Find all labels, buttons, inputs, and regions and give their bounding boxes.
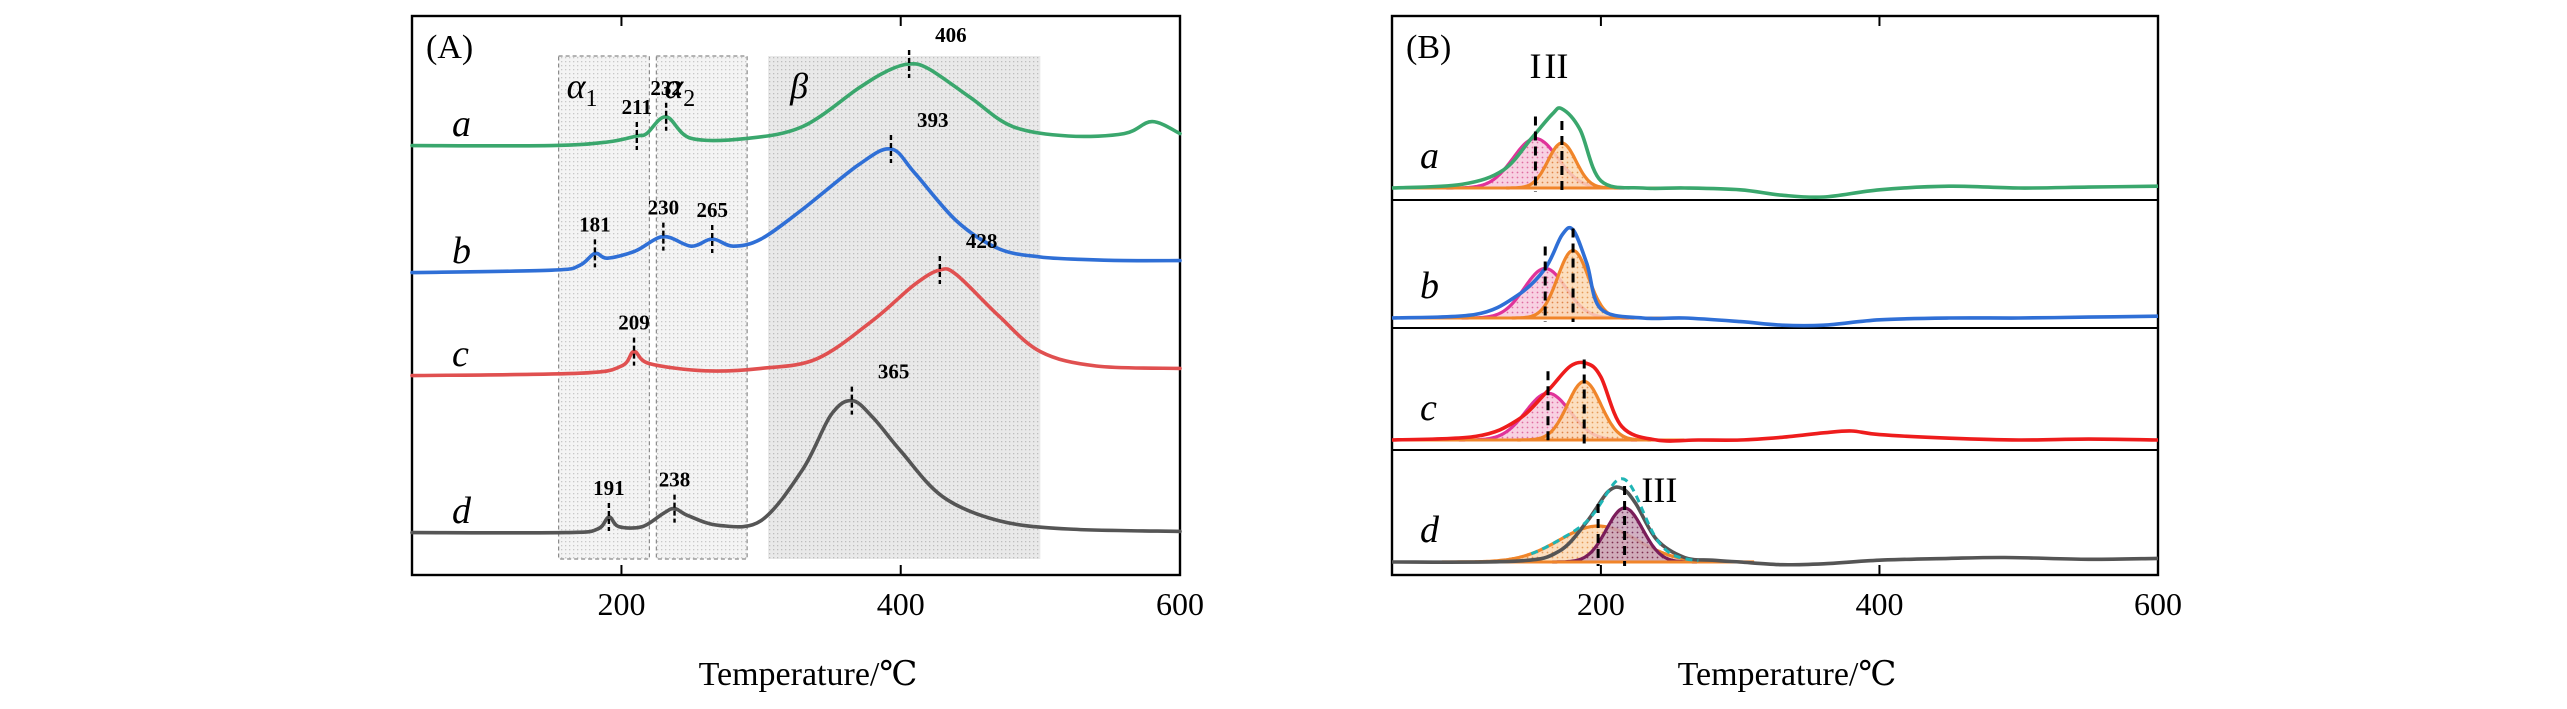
panel-a-peak-label: 209 bbox=[618, 311, 650, 335]
panel-b-x-axis-label: Temperature/℃ bbox=[1678, 656, 1897, 693]
panel-a-series-label: a bbox=[452, 103, 471, 145]
panel-b-x-tick-label: 600 bbox=[2134, 586, 2182, 622]
panel-b-series-label: c bbox=[1420, 387, 1437, 429]
panel-a-series-label: c bbox=[452, 333, 469, 375]
panel-b-envelope-line bbox=[1530, 477, 1699, 563]
panel-b-series-a-line bbox=[1391, 106, 2159, 200]
panel-a-peak-label: 230 bbox=[648, 196, 680, 220]
panel-b-x-tick-label: 200 bbox=[1577, 586, 1625, 622]
panel-a-panel-label: (A) bbox=[426, 29, 473, 66]
panel-a-x-tick-label: 200 bbox=[597, 586, 645, 622]
panel-b-series-label: d bbox=[1420, 509, 1440, 551]
panel-a-region-name: β bbox=[789, 66, 808, 106]
panel-b-plot-frame bbox=[1390, 14, 2160, 577]
panel-b-series-d-line bbox=[1391, 485, 2159, 567]
panel-a-region-1 bbox=[558, 55, 650, 560]
panel-a-peak-label: 393 bbox=[917, 108, 949, 132]
panel-a-region-subscript: 1 bbox=[586, 86, 598, 112]
panel-a-series-c-line bbox=[410, 267, 1182, 378]
panel-a-peak-label: 265 bbox=[696, 198, 728, 222]
panel-a-peak-label: 181 bbox=[579, 212, 611, 236]
panel-a-peak-label: 406 bbox=[935, 23, 967, 47]
panel-a-peak-label: 428 bbox=[966, 229, 998, 253]
panel-b-fit-area bbox=[1511, 250, 1635, 318]
panel-a-x-axis-label: Temperature/℃ bbox=[699, 656, 918, 693]
panel-a-series-label: b bbox=[452, 230, 471, 272]
panel-b-fit-area bbox=[1506, 143, 1618, 188]
panel-a-series-b-line bbox=[410, 147, 1182, 275]
panel-a-region-label: α1 bbox=[567, 66, 598, 112]
panel-a-plot-frame bbox=[410, 14, 1182, 577]
panel-a-region-name: α bbox=[567, 66, 587, 106]
panel-a-peak-label: 365 bbox=[878, 360, 910, 384]
panel-a-series-a-line bbox=[410, 61, 1182, 148]
panel-a-peak-label: 238 bbox=[659, 468, 691, 492]
panel-a-region-label: β bbox=[789, 66, 808, 106]
panel-b-series-label: b bbox=[1420, 265, 1439, 307]
panel-a-peak-label: 211 bbox=[622, 95, 652, 119]
panel-a-x-tick-label: 600 bbox=[1156, 586, 1204, 622]
panel-a-region-3 bbox=[768, 56, 1041, 559]
panel-b-series-c-line bbox=[1391, 360, 2159, 443]
panel-a-peak-label: 232 bbox=[650, 76, 682, 100]
panel-a-series-label: d bbox=[452, 490, 472, 532]
panel-a-x-tick-label: 400 bbox=[877, 586, 925, 622]
panel-b-series-label: a bbox=[1420, 135, 1439, 177]
panel-b-peak-label: II bbox=[1544, 46, 1568, 86]
panel-b-peak-label: I bbox=[1529, 46, 1541, 86]
panel-a-region-label: α2 bbox=[664, 66, 695, 112]
panel-b-panel-label: (B) bbox=[1406, 29, 1451, 66]
panel-b-peak-label: III bbox=[1641, 470, 1677, 510]
panel-b-x-tick-label: 400 bbox=[1855, 586, 1903, 622]
panel-a-region-name: α bbox=[664, 66, 684, 106]
panel-a-region-subscript: 2 bbox=[683, 86, 695, 112]
panel-a-series-d-line bbox=[410, 398, 1182, 535]
panel-a-peak-label: 191 bbox=[593, 476, 625, 500]
panel-b-series-b-line bbox=[1391, 225, 2159, 328]
